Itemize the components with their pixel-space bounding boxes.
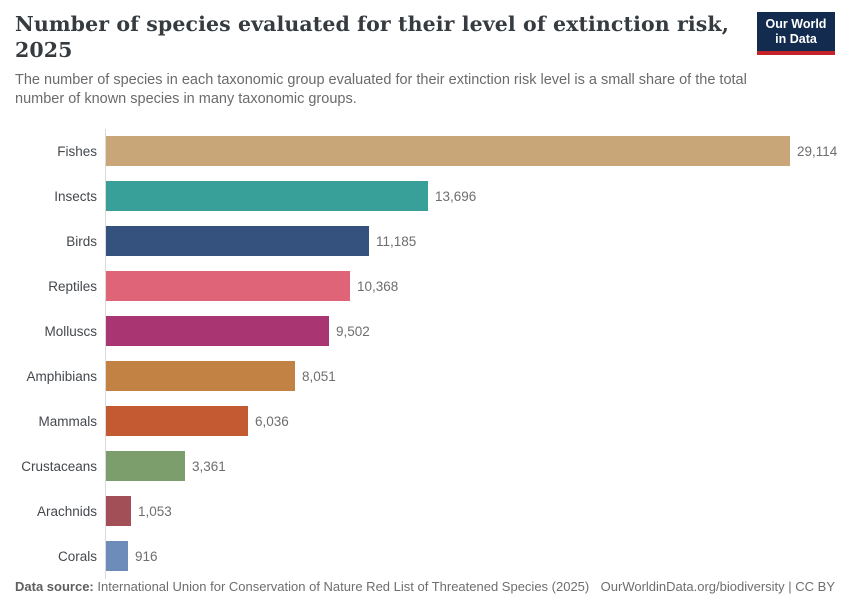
bar-zone: 916 (105, 533, 835, 579)
bar-row: Birds 11,185 (15, 218, 835, 264)
chart-title: Number of species evaluated for their le… (15, 12, 729, 62)
data-source-label: Data source: (15, 578, 94, 594)
value-label: 9,502 (336, 323, 370, 339)
bar-row: Mammals 6,036 (15, 398, 835, 444)
owid-logo: Our World in Data (757, 12, 835, 55)
bar-birds[interactable] (106, 226, 369, 256)
bar-zone: 11,185 (105, 218, 835, 264)
bar-zone: 1,053 (105, 488, 835, 534)
bar-fishes[interactable] (106, 136, 790, 166)
bar-row: Crustaceans 3,361 (15, 443, 835, 489)
chart-header: Number of species evaluated for their le… (15, 12, 835, 110)
value-label: 1,053 (138, 503, 172, 519)
chart-footer: Data source: International Union for Con… (15, 579, 835, 594)
owid-logo-line2: in Data (775, 31, 817, 46)
bar-zone: 8,051 (105, 353, 835, 399)
bar-row: Corals 916 (15, 533, 835, 579)
value-label: 916 (135, 548, 158, 564)
bar-zone: 13,696 (105, 173, 835, 219)
chart-subtitle: The number of species in each taxonomic … (15, 72, 747, 108)
value-label: 11,185 (376, 233, 417, 249)
category-label: Reptiles (48, 278, 97, 294)
category-label: Corals (57, 548, 97, 564)
data-source: Data source: International Union for Con… (15, 579, 589, 594)
bar-rows: Fishes 29,114 Insects 13,696 Birds 11,185 Rept… (15, 128, 838, 579)
title-block: Number of species evaluated for their le… (15, 12, 757, 110)
category-label: Amphibians (26, 368, 97, 384)
category-label: Arachnids (36, 503, 97, 519)
bar-zone: 10,368 (105, 263, 835, 309)
category-label: Fishes (57, 143, 97, 159)
bar-amphibians[interactable] (106, 361, 295, 391)
owid-logo-line1: Our World (765, 17, 827, 32)
value-label: 3,361 (192, 458, 226, 474)
value-label: 6,036 (255, 413, 289, 429)
bar-corals[interactable] (106, 541, 128, 571)
owid-credit-link[interactable]: OurWorldinData.org/biodiversity | CC BY (600, 578, 835, 594)
bar-zone: 6,036 (105, 398, 835, 444)
category-label: Mammals (38, 413, 97, 429)
bar-crustaceans[interactable] (106, 451, 185, 481)
data-source-text: International Union for Conservation of … (93, 578, 590, 594)
bar-zone: 9,502 (105, 308, 835, 354)
value-label: 29,114 (797, 143, 838, 159)
bar-molluscs[interactable] (106, 316, 329, 346)
category-label: Insects (54, 188, 97, 204)
bar-zone: 29,114 (105, 128, 838, 174)
bar-row: Insects 13,696 (15, 173, 835, 219)
bar-mammals[interactable] (106, 406, 248, 436)
bar-row: Reptiles 10,368 (15, 263, 835, 309)
category-label: Crustaceans (21, 458, 97, 474)
value-label: 13,696 (435, 188, 477, 204)
bar-zone: 3,361 (105, 443, 835, 489)
bar-row: Arachnids 1,053 (15, 488, 835, 534)
category-label: Birds (66, 233, 97, 249)
bar-chart: Fishes 29,114 Insects 13,696 Birds 11,185 Rept… (15, 128, 838, 579)
bar-row: Molluscs 9,502 (15, 308, 835, 354)
bar-insects[interactable] (106, 181, 428, 211)
value-label: 8,051 (302, 368, 336, 384)
bar-arachnids[interactable] (106, 496, 131, 526)
category-label: Molluscs (44, 323, 97, 339)
bar-row: Amphibians 8,051 (15, 353, 835, 399)
value-label: 10,368 (357, 278, 399, 294)
bar-reptiles[interactable] (106, 271, 350, 301)
bar-row: Fishes 29,114 (15, 128, 838, 174)
